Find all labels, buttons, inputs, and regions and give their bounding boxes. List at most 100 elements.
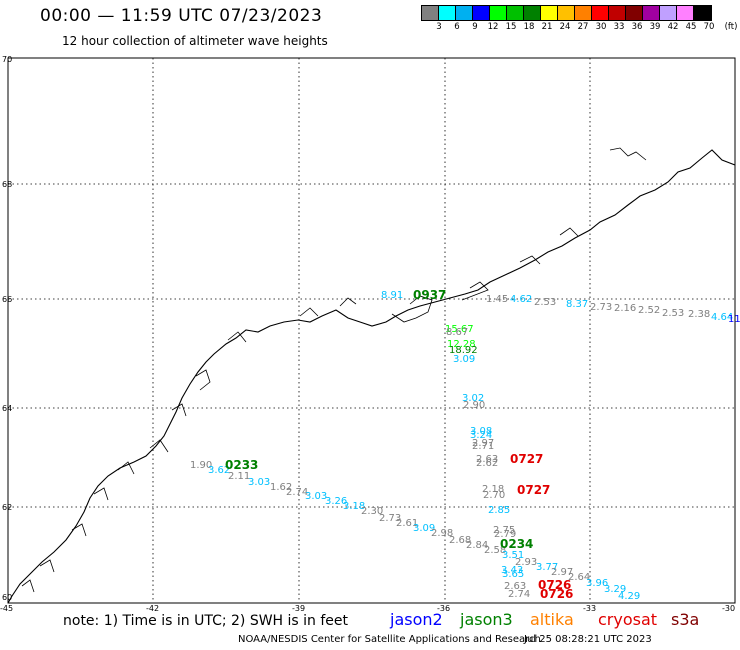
swh-value: 2.30	[361, 506, 383, 517]
swh-value: 2.71	[472, 441, 494, 452]
pass-time: 0727	[517, 483, 550, 497]
colorbar-swatch	[507, 6, 524, 20]
colorbar-swatch	[524, 6, 541, 20]
swh-value: 2.85	[488, 505, 510, 516]
swh-value: 2.38	[688, 309, 710, 320]
graticule	[8, 58, 735, 603]
swh-value: 2.97	[551, 567, 573, 578]
swh-value: 12.28	[447, 339, 476, 350]
swh-value: 11	[728, 314, 740, 325]
lat-label-64: 64	[2, 404, 12, 413]
colorbar-tick: 70	[703, 22, 715, 32]
swh-value: 3.09	[453, 354, 475, 365]
colorbar-swatch	[541, 6, 558, 20]
swh-value: 4.62	[510, 294, 532, 305]
colorbar-swatch	[609, 6, 626, 20]
swh-value: 4.29	[618, 591, 640, 602]
swh-value: 2.63	[476, 454, 498, 465]
lat-label-68: 68	[2, 180, 12, 189]
colorbar-tick: 12	[487, 22, 499, 32]
swh-value: 3.18	[343, 501, 365, 512]
swh-value: 4.64	[711, 312, 733, 323]
colorbar-unit: (ft)	[724, 22, 738, 32]
lat-label-66: 66	[2, 295, 12, 304]
swh-value: 1.45	[486, 294, 508, 305]
swh-observations: 8.91 1.45 4.62 2.53 8.37 2.73 2.16 2.52 2.53 2.38…	[190, 290, 740, 602]
swh-value: 2.58	[484, 545, 506, 556]
pass-time: 0937	[413, 288, 446, 302]
swh-value: 3.77	[536, 562, 558, 573]
swh-value: 3.29	[604, 584, 626, 595]
map-title: 00:00 — 11:59 UTC 07/23/2023	[40, 6, 323, 26]
colorbar-tick: 36	[631, 22, 643, 32]
swh-value: 3.03	[305, 491, 327, 502]
swh-value: 2.74	[508, 589, 530, 600]
swh-value: 2.64	[568, 572, 590, 583]
swh-value: 15.67	[445, 324, 474, 335]
pass-time: 0726	[540, 587, 573, 601]
swh-value: 3.03	[248, 477, 270, 488]
lon-label-39: -39	[292, 604, 305, 613]
swh-value: 3.96	[586, 578, 608, 589]
pass-time: 0726	[538, 578, 571, 592]
swh-value: 8.91	[381, 290, 403, 301]
colorbar-tick: 24	[559, 22, 571, 32]
colorbar-tick: 15	[505, 22, 517, 32]
wave-height-colorbar	[421, 5, 712, 21]
swh-value: 8.67	[446, 327, 468, 338]
swh-value: 3.51	[502, 550, 524, 561]
greenland-coastline	[7, 149, 736, 604]
swh-value: 2.53	[662, 308, 684, 319]
generated-timestamp: Jul 25 08:28:21 UTC 2023	[524, 634, 652, 645]
swh-value: 8.37	[566, 299, 588, 310]
swh-value: 2.52	[638, 305, 660, 316]
colorbar-swatch	[439, 6, 456, 20]
legend-s3a: s3a	[671, 610, 700, 629]
pass-time: 0233	[225, 458, 258, 472]
colorbar-swatch	[694, 6, 711, 20]
lon-label-45: -45	[0, 604, 13, 613]
footnote: note: 1) Time is in UTC; 2) SWH is in fe…	[63, 613, 349, 629]
swh-value: 2.93	[515, 557, 537, 568]
colorbar-swatch	[473, 6, 490, 20]
legend-cryosat: cryosat	[598, 610, 658, 629]
swh-value: 2.97	[472, 438, 494, 449]
colorbar-swatch	[626, 6, 643, 20]
colorbar-swatch	[592, 6, 609, 20]
swh-value: 2.53	[534, 297, 556, 308]
greenland-fjords	[21, 147, 647, 593]
swh-value: 2.84	[466, 540, 488, 551]
swh-value: 2.75	[493, 525, 515, 536]
lon-label-33: -33	[583, 604, 596, 613]
colorbar-tick: 27	[577, 22, 589, 32]
swh-value: 2.68	[449, 535, 471, 546]
colorbar-tick: 6	[454, 22, 460, 32]
colorbar-swatch	[456, 6, 473, 20]
legend-jason3: jason3	[460, 610, 513, 629]
swh-value: 3.43	[501, 565, 523, 576]
swh-value: 2.98	[431, 528, 453, 539]
swh-value: 1.62	[270, 482, 292, 493]
swh-value: 2.74	[286, 487, 308, 498]
colorbar-tick-labels: 3 6 9 12 15 18 21 24 27 30 33 36 39 42 45 70 (ft)	[421, 22, 740, 34]
colorbar-tick: 3	[436, 22, 442, 32]
lat-label-60: 60	[2, 593, 12, 602]
swh-value: 2.61	[396, 518, 418, 529]
legend-altika: altika	[530, 610, 574, 629]
colorbar-tick: 33	[613, 22, 625, 32]
swh-value: 3.02	[462, 393, 484, 404]
swh-value: 3.62	[208, 465, 230, 476]
swh-value: 3.65	[502, 569, 524, 580]
map-subtitle: 12 hour collection of altimeter wave hei…	[62, 34, 328, 48]
swh-value: 2.18	[482, 484, 504, 495]
swh-value: 2.70	[483, 490, 505, 501]
swh-value: 3.09	[413, 523, 435, 534]
colorbar-tick: 9	[472, 22, 478, 32]
lon-label-42: -42	[146, 604, 159, 613]
swh-value: 3.26	[325, 496, 347, 507]
swh-value: 18.92	[449, 345, 478, 356]
swh-value: 2.73	[379, 513, 401, 524]
swh-value: 2.62	[476, 458, 498, 469]
swh-value: 2.79	[494, 529, 516, 540]
